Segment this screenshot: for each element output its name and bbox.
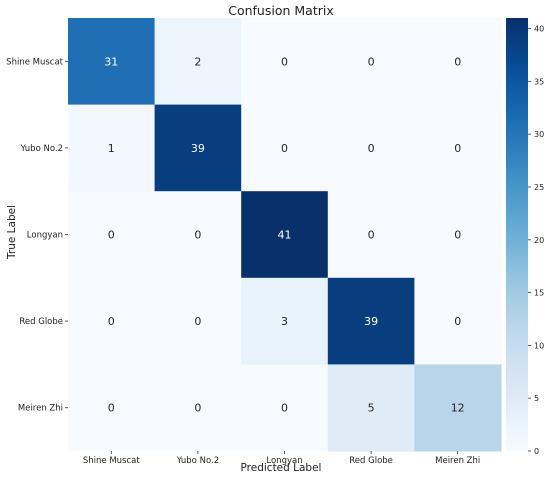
cell-value-r3-c2: 3 <box>281 315 288 328</box>
colorbar-tick-0: 0 <box>534 447 539 456</box>
cell-r3-c2 <box>241 277 329 365</box>
cell-r2-c3 <box>327 191 415 279</box>
cell-value-r1-c1: 39 <box>191 142 205 155</box>
colorbar-tick-25: 25 <box>534 183 544 192</box>
cell-r3-c3 <box>327 277 415 365</box>
cell-value-r3-c4: 0 <box>454 315 461 328</box>
colorbar-tick-15: 15 <box>534 289 544 298</box>
cell-value-r0-c0: 31 <box>104 55 118 68</box>
cell-r4-c4 <box>414 364 502 452</box>
cell-value-r1-c2: 0 <box>281 142 288 155</box>
x-axis-ticks: Shine Muscat Yubo No.2 Longyan Red Globe Mei… <box>83 451 480 466</box>
cell-r2-c0 <box>68 191 156 279</box>
cell-r2-c1 <box>154 191 242 279</box>
cell-value-r1-c0: 1 <box>108 142 115 155</box>
cell-r0-c4 <box>414 18 502 106</box>
y-tick-shine-muscat: Shine Muscat <box>6 57 63 67</box>
colorbar: 0 5 10 15 20 25 30 35 40 <box>506 18 544 456</box>
cell-value-r3-c0: 0 <box>108 315 115 328</box>
cell-value-r4-c2: 0 <box>281 402 288 415</box>
cell-value-r4-c3: 5 <box>368 402 375 415</box>
y-tick-red-globe: Red Globe <box>19 317 63 327</box>
y-tick-meiren-zhi: Meiren Zhi <box>18 404 63 414</box>
cell-value-r0-c1: 2 <box>194 55 201 68</box>
colorbar-gradient <box>506 18 528 451</box>
cell-r4-c3 <box>327 364 415 452</box>
cell-value-r4-c1: 0 <box>194 402 201 415</box>
colorbar-tick-5: 5 <box>534 394 539 403</box>
colorbar-tick-20: 20 <box>534 236 544 245</box>
cell-r3-c0 <box>68 277 156 365</box>
cell-r1-c1 <box>154 104 242 192</box>
y-axis-label: True Label <box>6 205 18 260</box>
x-tick-longyan: Longyan <box>266 456 302 466</box>
cell-value-r2-c1: 0 <box>194 229 201 242</box>
cell-value-r2-c3: 0 <box>368 229 375 242</box>
cell-value-r1-c3: 0 <box>368 142 375 155</box>
cell-r1-c2 <box>241 104 329 192</box>
y-axis-ticks: Shine Muscat Yubo No.2 Longyan Red Globe Mei… <box>6 57 68 414</box>
cell-r3-c1 <box>154 277 242 365</box>
colorbar-tick-35: 35 <box>534 77 544 86</box>
cell-value-r2-c0: 0 <box>108 229 115 242</box>
x-tick-shine-muscat: Shine Muscat <box>83 456 140 466</box>
cell-value-r3-c1: 0 <box>194 315 201 328</box>
x-tick-meiren-zhi: Meiren Zhi <box>435 456 480 466</box>
cell-r0-c1 <box>154 18 242 106</box>
colorbar-tick-30: 30 <box>534 130 544 139</box>
x-tick-red-globe: Red Globe <box>349 456 393 466</box>
cell-r2-c2 <box>241 191 329 279</box>
cell-value-r1-c4: 0 <box>454 142 461 155</box>
cell-value-r3-c3: 39 <box>364 315 378 328</box>
y-tick-longyan: Longyan <box>27 231 63 241</box>
cell-r0-c0 <box>68 18 156 106</box>
cell-r4-c2 <box>241 364 329 452</box>
y-tick-yubo-no-2: Yubo No.2 <box>20 144 63 154</box>
cell-r1-c0 <box>68 104 156 192</box>
cell-r0-c2 <box>241 18 329 106</box>
cell-value-r2-c4: 0 <box>454 229 461 242</box>
x-axis-label: Predicted Label <box>241 462 322 474</box>
cell-r4-c0 <box>68 364 156 452</box>
cell-r3-c4 <box>414 277 502 365</box>
heatmap-grid: 31 2 0 0 0 1 39 0 0 0 0 0 41 0 0 0 0 3 39 0 0 0 0 5 12 <box>68 18 502 452</box>
chart-title: Confusion Matrix <box>228 3 334 18</box>
cell-value-r0-c3: 0 <box>368 55 375 68</box>
cell-value-r0-c2: 0 <box>281 55 288 68</box>
cell-r4-c1 <box>154 364 242 452</box>
cell-value-r0-c4: 0 <box>454 55 461 68</box>
cell-value-r2-c2: 41 <box>278 229 292 242</box>
cell-r2-c4 <box>414 191 502 279</box>
colorbar-tick-40: 40 <box>534 25 544 34</box>
colorbar-tick-10: 10 <box>534 341 544 350</box>
cell-value-r4-c4: 12 <box>451 402 465 415</box>
cell-value-r4-c0: 0 <box>108 402 115 415</box>
cell-r1-c4 <box>414 104 502 192</box>
x-tick-yubo-no-2: Yubo No.2 <box>176 456 219 466</box>
cell-r0-c3 <box>327 18 415 106</box>
cell-r1-c3 <box>327 104 415 192</box>
